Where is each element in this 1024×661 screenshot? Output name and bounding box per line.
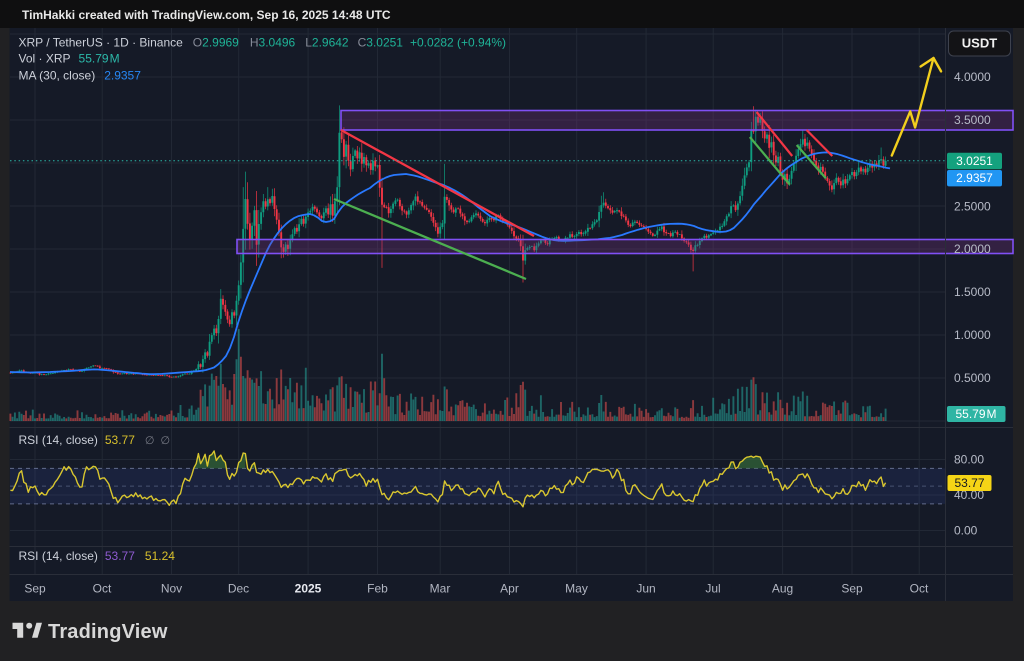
svg-text:Dec: Dec [228, 582, 249, 596]
svg-text:Feb: Feb [367, 582, 388, 596]
svg-text:53.77: 53.77 [954, 476, 984, 490]
svg-text:80.00: 80.00 [954, 453, 984, 467]
svg-text:2.5000: 2.5000 [954, 200, 991, 214]
svg-text:2.9357: 2.9357 [956, 171, 993, 185]
svg-text:1.5000: 1.5000 [954, 285, 991, 299]
svg-text:Aug: Aug [772, 582, 793, 596]
svg-text:0.5000: 0.5000 [954, 371, 991, 385]
svg-text:TradingView: TradingView [48, 621, 168, 643]
svg-text:RSI (14, close)53.77∅∅: RSI (14, close) 53.77 ∅ ∅ [19, 433, 171, 447]
svg-text:USDT: USDT [962, 36, 997, 51]
svg-text:0.00: 0.00 [954, 524, 978, 538]
svg-text:Mar: Mar [430, 582, 451, 596]
svg-text:Sep: Sep [841, 582, 863, 596]
svg-text:2.0000: 2.0000 [954, 242, 991, 256]
svg-text:40.00: 40.00 [954, 488, 984, 502]
svg-text:3.0251: 3.0251 [956, 154, 993, 168]
svg-text:4.0000: 4.0000 [954, 70, 991, 84]
svg-text:May: May [565, 582, 588, 596]
svg-text:Nov: Nov [161, 582, 182, 596]
svg-text:Jun: Jun [636, 582, 655, 596]
svg-text:Jul: Jul [705, 582, 720, 596]
svg-text:Oct: Oct [93, 582, 112, 596]
svg-text:MA (30, close)2.9357: MA (30, close) 2.9357 [19, 69, 142, 83]
svg-text:Oct: Oct [910, 582, 929, 596]
svg-text:2025: 2025 [295, 582, 322, 596]
svg-text:Apr: Apr [500, 582, 519, 596]
svg-text:1.0000: 1.0000 [954, 328, 991, 342]
svg-text:3.5000: 3.5000 [954, 113, 991, 127]
svg-text:Sep: Sep [24, 582, 46, 596]
svg-text:55.79 M: 55.79 M [955, 407, 996, 421]
